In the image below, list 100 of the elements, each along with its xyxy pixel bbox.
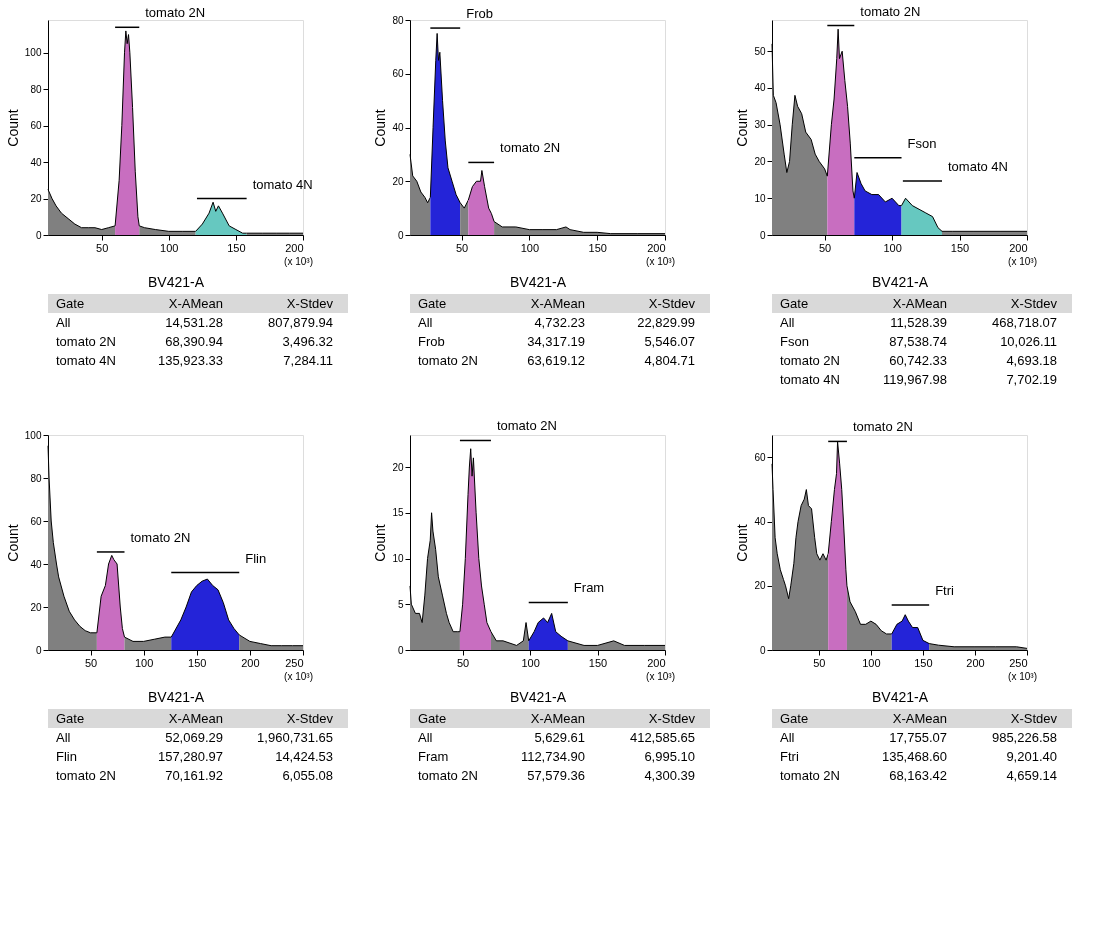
y-tick-label: 20	[754, 156, 766, 167]
y-tick-label: 0	[35, 229, 42, 241]
x-tick-label: 200	[966, 656, 985, 669]
y-tick-label: 0	[397, 229, 404, 241]
x-tick-label: 100	[160, 241, 179, 254]
text: All	[780, 730, 795, 745]
text: 4,732.23	[534, 315, 585, 330]
y-tick-label: 20	[754, 580, 766, 592]
text: Frob	[418, 334, 445, 349]
text: 10,026.11	[1000, 334, 1057, 349]
y-tick-label: 60	[754, 451, 766, 463]
y-axis-title: Count	[4, 524, 21, 562]
text: tomato 2N	[56, 334, 116, 349]
text: X-Stdev	[286, 296, 334, 311]
text: Fram	[418, 749, 449, 764]
y-tick-label: 5	[397, 598, 404, 610]
x-tick-label: 200	[1009, 241, 1028, 254]
text: 17,755.07	[889, 730, 947, 745]
text: Gate	[418, 296, 447, 311]
text: Gate	[780, 296, 809, 311]
x-tick-label: 100	[883, 241, 902, 254]
text: (x 10³)	[284, 671, 313, 682]
text: tomato 4N	[780, 372, 840, 387]
text: 11,528.39	[890, 315, 947, 330]
y-axis-title: Count	[372, 109, 389, 147]
text: 68,163.42	[889, 768, 947, 783]
text: 985,226.58	[991, 730, 1057, 745]
text: tomato 2N	[56, 768, 116, 783]
text: 807,879.94	[267, 315, 333, 330]
x-axis-title: BV421-A	[871, 688, 929, 705]
y-tick-label: 40	[392, 122, 404, 133]
y-tick-label: 20	[392, 175, 404, 187]
y-tick-label: 40	[30, 156, 42, 168]
y-tick-label: 100	[24, 47, 42, 59]
text: X-Stdev	[648, 296, 696, 311]
text: 5,546.07	[644, 334, 695, 349]
text: 34,317.19	[527, 334, 585, 349]
series-label: tomato 2N	[130, 529, 191, 545]
y-tick-label: 40	[754, 516, 766, 528]
y-tick-label: 0	[759, 644, 766, 656]
text: Fson	[780, 334, 809, 349]
text: 4,659.14	[1006, 768, 1057, 783]
x-tick-label: 150	[188, 656, 207, 669]
y-axis-title: Count	[734, 524, 751, 562]
text: X-Stdev	[286, 711, 334, 726]
text: X-Stdev	[1010, 296, 1058, 311]
text: 87,538.74	[889, 334, 947, 349]
x-tick-label: 50	[818, 241, 832, 254]
text: 4,804.71	[644, 353, 695, 368]
text: X-AMean	[168, 296, 223, 311]
x-tick-label: 250	[1009, 656, 1028, 669]
series-label: tomato 2N	[496, 418, 557, 434]
series-label: Ftri	[935, 583, 955, 599]
y-axis-title: Count	[734, 109, 751, 147]
x-axis-title: BV421-A	[871, 273, 929, 290]
y-tick-label: 10	[754, 192, 766, 204]
x-tick-label: 150	[227, 241, 246, 254]
text: tomato 4N	[56, 353, 116, 368]
series-label: tomato 4N	[948, 158, 1008, 174]
text: X-Stdev	[648, 711, 696, 726]
text: (x 10³)	[1008, 671, 1037, 682]
x-tick-label: 200	[285, 241, 304, 254]
x-tick-label: 100	[134, 656, 154, 669]
y-tick-label: 40	[754, 82, 766, 94]
x-tick-label: 150	[914, 656, 933, 669]
series-label: tomato 2N	[852, 419, 913, 435]
text: All	[56, 315, 71, 330]
y-tick-label: 20	[30, 601, 42, 613]
x-tick-label: 150	[588, 656, 608, 669]
x-tick-label: 150	[588, 241, 607, 254]
text: 63,619.12	[527, 353, 585, 368]
text: X-Stdev	[1010, 711, 1058, 726]
text: Gate	[56, 296, 85, 311]
text: (x 10³)	[646, 671, 675, 682]
text: 135,923.33	[157, 353, 223, 368]
text: 57,579.36	[527, 768, 585, 783]
y-tick-label: 80	[30, 83, 42, 95]
text: Gate	[418, 711, 447, 726]
x-tick-label: 150	[950, 241, 970, 254]
x-tick-label: 50	[455, 241, 469, 254]
text: 112,734.90	[520, 749, 585, 764]
text: 7,702.19	[1006, 372, 1057, 387]
text: X-AMean	[892, 296, 947, 311]
x-tick-label: 100	[862, 656, 881, 669]
y-tick-label: 15	[392, 507, 404, 519]
text: All	[418, 730, 433, 745]
text: 412,585.65	[629, 730, 695, 745]
y-axis-title: Count	[372, 524, 389, 562]
text: 135,468.60	[881, 749, 947, 764]
x-axis-title: BV421-A	[509, 273, 567, 290]
text: 5,629.61	[534, 730, 585, 745]
y-tick-label: 0	[35, 644, 42, 656]
text: 14,531.28	[165, 315, 223, 330]
series-label: Fram	[573, 580, 605, 596]
text: (x 10³)	[284, 256, 313, 267]
text: 3,496.32	[282, 334, 333, 349]
y-tick-label: 80	[30, 472, 42, 484]
text: Gate	[56, 711, 85, 726]
text: 6,055.08	[282, 768, 333, 783]
text: 1,960,731.65	[257, 730, 333, 745]
